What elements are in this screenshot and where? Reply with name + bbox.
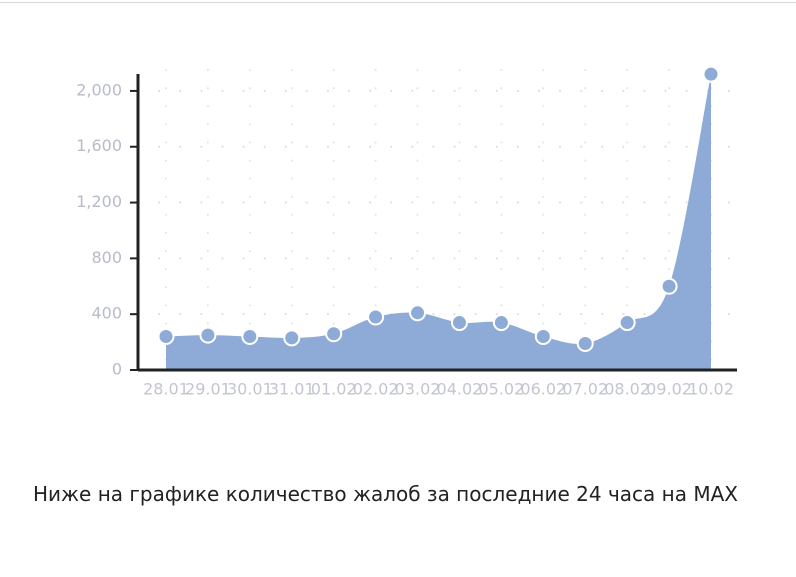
divider — [0, 2, 796, 3]
x-tick-label: 05.02 — [478, 380, 524, 399]
point — [660, 277, 678, 295]
point — [199, 326, 217, 344]
x-tick-label: 03.02 — [395, 380, 441, 399]
point — [325, 325, 343, 343]
x-tick-label: 09.02 — [646, 380, 692, 399]
point — [534, 328, 552, 346]
y-tick-label: 400 — [91, 304, 122, 323]
chart: 0 400 800 1,200 1,600 2,000 28.0129.0130.0131.… — [76, 65, 738, 399]
caption: Ниже на графике количество жалоб за посл… — [33, 482, 738, 506]
point — [450, 314, 468, 332]
point — [702, 65, 720, 83]
y-tick-label: 1,200 — [76, 192, 122, 211]
point — [576, 334, 594, 352]
y-tick-label: 0 — [112, 360, 122, 379]
x-tick-label: 28.01 — [143, 380, 189, 399]
x-tick-label: 01.02 — [311, 380, 357, 399]
point — [367, 308, 385, 326]
x-tick-label: 30.01 — [227, 380, 273, 399]
point — [283, 329, 301, 347]
x-tick-label: 06.02 — [520, 380, 566, 399]
point — [618, 314, 636, 332]
area — [166, 74, 711, 371]
point — [492, 314, 510, 332]
point — [409, 304, 427, 322]
y-tick-label: 800 — [91, 248, 122, 267]
x-tick-label: 07.02 — [562, 380, 608, 399]
x-tick-label: 29.01 — [185, 380, 231, 399]
x-tick-label: 10.02 — [688, 380, 734, 399]
x-tick-label: 08.02 — [604, 380, 650, 399]
x-tick-label: 31.01 — [269, 380, 315, 399]
point — [241, 328, 259, 346]
y-tick-label: 2,000 — [76, 80, 122, 99]
x-tick-label: 02.02 — [353, 380, 399, 399]
x-tick-label: 04.02 — [437, 380, 483, 399]
point — [157, 328, 175, 346]
y-tick-label: 1,600 — [76, 136, 122, 155]
